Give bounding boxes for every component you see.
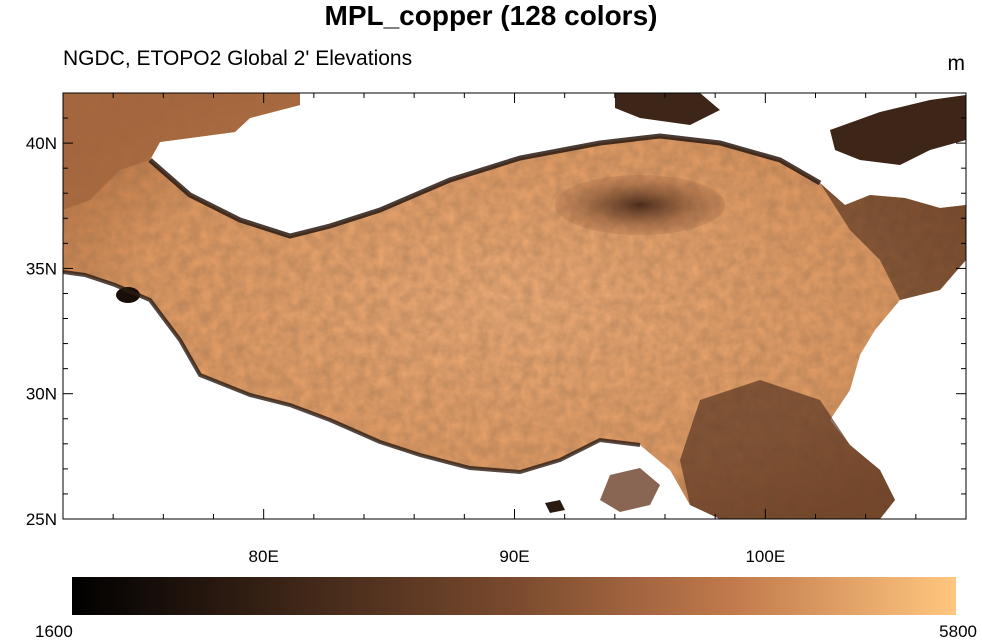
- map-title: MPL_copper (128 colors): [324, 0, 658, 31]
- map-axes: 25N 30N 35N 40N 80E 90E 100E: [26, 92, 967, 566]
- small-southern-patch: [545, 500, 565, 513]
- lat-tick-label: 35N: [26, 259, 57, 278]
- lat-tick-label: 30N: [26, 385, 57, 404]
- north-patches: [615, 93, 720, 125]
- north-rim-shadow: [148, 133, 822, 239]
- elevation-field: [63, 93, 966, 519]
- northeast-patches: [830, 95, 966, 165]
- northeast-dark-region: [820, 183, 966, 300]
- colorbar-min-label: 1600: [35, 622, 73, 641]
- qaidam-basin: [555, 175, 725, 235]
- south-rim-shadow: [63, 270, 641, 475]
- colorbar: [72, 577, 956, 615]
- lat-tick-label: 40N: [26, 134, 57, 153]
- units-label: m: [947, 52, 966, 75]
- lon-tick-label: 80E: [249, 547, 279, 566]
- lon-tick-label: 100E: [745, 547, 785, 566]
- western-ranges: [63, 93, 300, 210]
- lon-tick-label: 90E: [499, 547, 529, 566]
- map-subtitle: NGDC, ETOPO2 Global 2' Elevations: [63, 47, 413, 70]
- southeast-valleys: [680, 380, 895, 519]
- southern-patch: [600, 468, 660, 512]
- colorbar-max-label: 5800: [939, 622, 977, 641]
- lat-tick-label: 25N: [26, 510, 57, 529]
